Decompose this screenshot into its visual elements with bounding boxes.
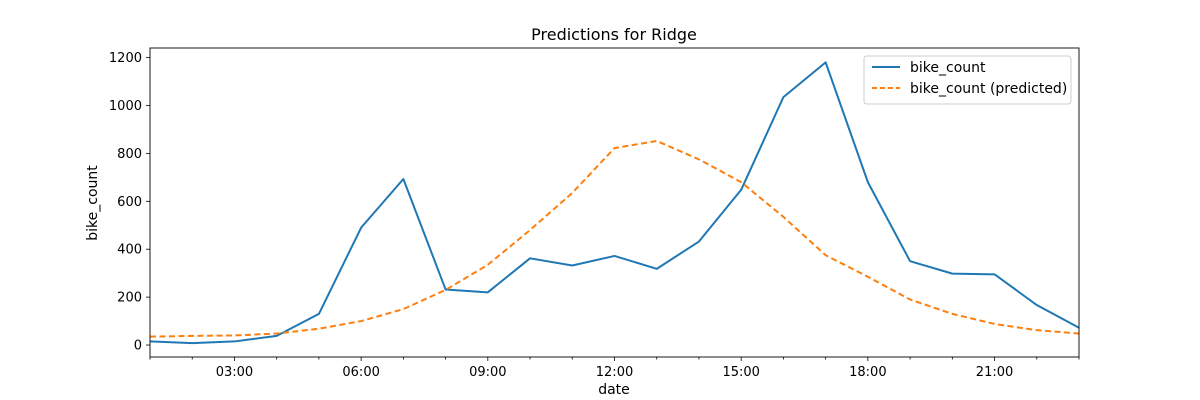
series-layer [149, 61, 1080, 345]
y-tick-label: 200 [117, 291, 142, 306]
x-tick-label: 21:00 [976, 365, 1013, 380]
y-tick-label: 1000 [109, 99, 142, 114]
x-tick-label: 15:00 [722, 365, 759, 380]
y-axis-label: bike_count [85, 165, 101, 241]
x-axis-label: date [598, 382, 630, 398]
chart-title: Predictions for Ridge [531, 25, 697, 44]
x-tick-label: 06:00 [342, 365, 379, 380]
y-tick-label: 400 [117, 243, 142, 258]
y-tick-label: 1200 [109, 51, 142, 66]
legend-box [863, 55, 1072, 105]
legend-label-bike-count-predicted: bike_count (predicted) [910, 81, 1067, 97]
series-line-bike-count-predicted [149, 139, 1080, 338]
x-tick-label: 09:00 [469, 365, 506, 380]
series-line-bike-count [149, 61, 1080, 345]
x-tick-label: 12:00 [596, 365, 633, 380]
y-tick-label: 0 [134, 339, 142, 354]
x-tick-label: 03:00 [216, 365, 253, 380]
x-axis-ticks: 03:00 06:00 09:00 12:00 15:00 18:00 21:00 [149, 357, 1080, 380]
y-axis-ticks: 0 200 400 600 800 1000 1200 [109, 51, 150, 354]
legend-label-bike-count: bike_count [910, 60, 986, 76]
legend: bike_count bike_count (predicted) [863, 55, 1072, 105]
y-tick-label: 600 [117, 195, 142, 210]
y-tick-label: 800 [117, 147, 142, 162]
x-tick-label: 18:00 [849, 365, 886, 380]
